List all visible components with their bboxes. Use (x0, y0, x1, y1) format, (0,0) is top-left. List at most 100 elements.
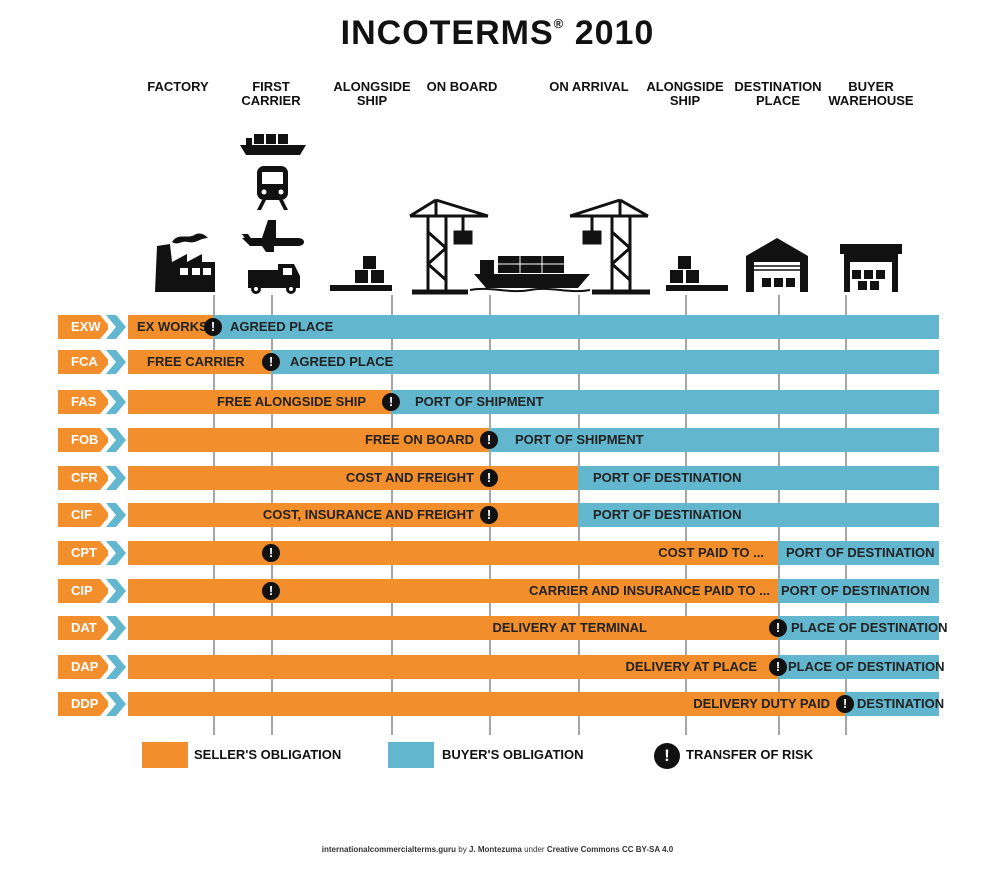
risk-transfer-icon: ! (262, 582, 280, 600)
buyer-label: DESTINATION (857, 696, 945, 711)
stage-header: ALONGSIDE SHIP (317, 80, 427, 108)
incoterm-code: CIP (58, 579, 108, 603)
stage-header-line: SHIP (356, 93, 388, 108)
credit-by: by (458, 845, 467, 854)
chevron-icon (106, 466, 126, 490)
incoterm-row-dap: DAP DELIVERY AT PLACE PLACE OF DESTINATION… (58, 655, 944, 679)
stage-header: ON ARRIVAL (534, 80, 644, 94)
buyer-label: PLACE OF DESTINATION (788, 659, 945, 674)
incoterm-code: FCA (58, 350, 108, 374)
buyer-label: AGREED PLACE (290, 354, 394, 369)
incoterm-row-cif: CIF COST, INSURANCE AND FREIGHT PORT OF DE… (58, 503, 939, 527)
risk-transfer-icon: ! (769, 658, 787, 676)
incoterm-code: CPT (58, 541, 108, 565)
risk-transfer-icon: ! (480, 431, 498, 449)
incoterm-code: FOB (58, 428, 108, 452)
risk-legend-icon: ! (654, 743, 680, 769)
plane-icon (242, 220, 304, 252)
stage-header-line: DESTINATION (734, 79, 822, 94)
seller-obligation-bar (128, 315, 213, 339)
seller-obligation-bar (128, 390, 391, 414)
seller-obligation-bar (128, 428, 489, 452)
container-ship-icon (469, 256, 591, 293)
seller-label: DELIVERY AT PLACE (625, 659, 757, 674)
stage-header-line: FIRST (252, 79, 290, 94)
buyer-legend-swatch (388, 742, 434, 768)
factory-icon (155, 233, 215, 292)
stage-header: FACTORY (123, 80, 233, 94)
stage-header-line: ALONGSIDE (646, 79, 724, 94)
seller-label: COST, INSURANCE AND FREIGHT (262, 507, 474, 522)
credit-author: J. Montezuma (468, 845, 522, 854)
seller-label: FREE ON BOARD (364, 432, 474, 447)
stage-header: ON BOARD (407, 80, 517, 94)
warehouse-icon (746, 238, 808, 292)
buyer-label: PORT OF DESTINATION (593, 507, 742, 522)
chevron-icon (106, 390, 126, 414)
chevron-icon (106, 350, 126, 374)
ship-icon (240, 134, 306, 155)
seller-obligation-bar (128, 616, 778, 640)
buyer-obligation-bar (578, 503, 939, 527)
buyer-obligation-bar (778, 541, 939, 565)
stage-header-line: FACTORY (147, 79, 209, 94)
chevron-icon (106, 692, 126, 716)
title-year: 2010 (574, 14, 655, 52)
incoterm-row-cip: CIP CARRIER AND INSURANCE PAID TO ... PORT… (58, 579, 939, 603)
seller-legend-swatch (142, 742, 188, 768)
buyer-label: PORT OF DESTINATION (786, 545, 935, 560)
cargo-platform-icon (330, 256, 392, 291)
seller-obligation-bar (128, 350, 271, 374)
incoterm-code: FAS (58, 390, 108, 414)
stage-header: BUYER WAREHOUSE (816, 80, 926, 108)
seller-legend-label: SELLER'S OBLIGATION (194, 747, 342, 762)
stage-header-line: ON BOARD (426, 79, 498, 94)
incoterm-row-dat: DAT DELIVERY AT TERMINAL PLACE OF DESTINAT… (58, 616, 947, 640)
buyer-obligation-bar (391, 390, 939, 414)
crane-icon (569, 198, 650, 295)
stage-header: ALONGSIDE SHIP (630, 80, 740, 108)
chevron-icon (106, 315, 126, 339)
stage-header-line: PLACE (755, 93, 801, 108)
cargo-platform-icon (666, 256, 728, 291)
risk-transfer-icon: ! (262, 544, 280, 562)
incoterm-code: CIF (58, 503, 108, 527)
seller-label: CARRIER AND INSURANCE PAID TO ... (529, 583, 770, 598)
buyer-obligation-bar (213, 315, 939, 339)
risk-transfer-icon: ! (480, 469, 498, 487)
seller-obligation-bar (128, 503, 578, 527)
title-text: INCOTERMS (340, 14, 554, 52)
credit-site: internationalcommercialterms.guru (321, 845, 457, 854)
incoterm-code: EXW (58, 315, 108, 339)
crane-icon (409, 198, 489, 295)
seller-label: DELIVERY DUTY PAID (693, 696, 830, 711)
stage-header-line: CARRIER (241, 93, 301, 108)
incoterm-row-ddp: DDP DELIVERY DUTY PAID DESTINATION! (58, 692, 944, 716)
chevron-icon (106, 579, 126, 603)
risk-transfer-icon: ! (262, 353, 280, 371)
seller-obligation-bar (128, 692, 845, 716)
buyer-obligation-bar (778, 579, 939, 603)
buyer-obligation-bar (778, 616, 939, 640)
truck-icon (248, 264, 300, 294)
logistics-illustration (155, 134, 902, 295)
incoterm-code: DAP (58, 655, 108, 679)
chevron-icon (106, 503, 126, 527)
incoterm-row-fob: FOB FREE ON BOARD PORT OF SHIPMENT! (58, 428, 939, 452)
buyer-label: AGREED PLACE (230, 319, 334, 334)
stage-header: FIRST CARRIER (216, 80, 326, 108)
buyer-obligation-bar (845, 692, 939, 716)
buyer-obligation-bar (271, 350, 939, 374)
seller-obligation-bar (128, 466, 578, 490)
chevron-icon (106, 541, 126, 565)
incoterm-row-fas: FAS FREE ALONGSIDE SHIP PORT OF SHIPMENT! (58, 390, 939, 414)
incoterm-code: DDP (58, 692, 108, 716)
risk-transfer-icon: ! (480, 506, 498, 524)
risk-transfer-icon: ! (204, 318, 222, 336)
buyer-obligation-bar (489, 428, 939, 452)
stage-header-line: BUYER (848, 79, 894, 94)
stage-header: DESTINATION PLACE (723, 80, 833, 108)
incoterm-code: CFR (58, 466, 108, 490)
stage-header-line: ON ARRIVAL (549, 79, 629, 94)
seller-label: DELIVERY AT TERMINAL (492, 620, 647, 635)
